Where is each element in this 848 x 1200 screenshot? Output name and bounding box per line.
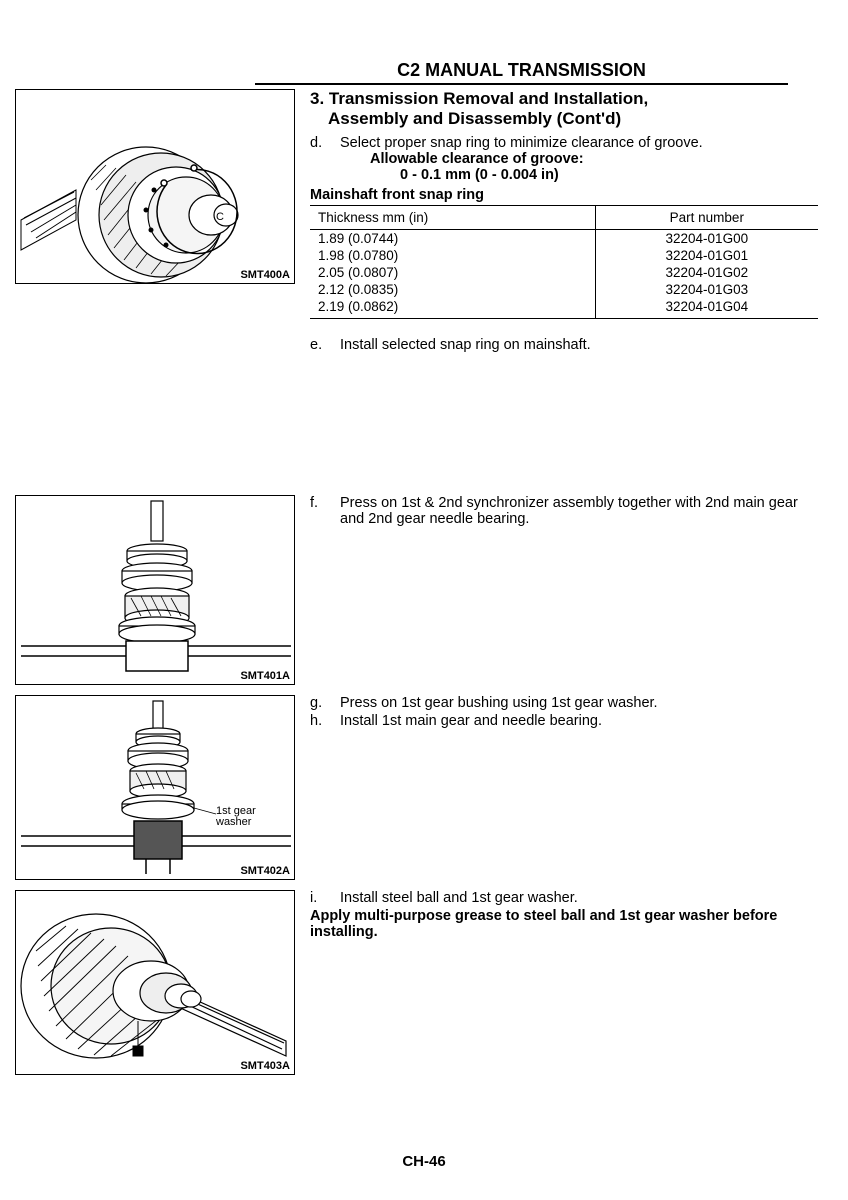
figure-smt402a: 1st gear washer SMT402A [15, 695, 295, 880]
step-h: h. Install 1st main gear and needle bear… [310, 713, 818, 729]
table-row: 1.89 (0.0744)32204-01G00 [310, 230, 818, 248]
table-row: 2.12 (0.0835)32204-01G03 [310, 281, 818, 298]
figure-code: SMT403A [240, 1060, 290, 1072]
washer-label: 1st gear washer [216, 806, 266, 828]
cell-thickness: 1.98 (0.0780) [310, 247, 595, 264]
step-d: d. Select proper snap ring to minimize c… [310, 135, 818, 183]
content-block-1: 3. Transmission Removal and Installation… [310, 89, 818, 355]
section-title: 3. Transmission Removal and Installation… [310, 89, 818, 129]
table-row: 2.19 (0.0862)32204-01G04 [310, 298, 818, 319]
table-title: Mainshaft front snap ring [310, 187, 818, 203]
cell-thickness: 2.05 (0.0807) [310, 264, 595, 281]
cell-thickness: 1.89 (0.0744) [310, 230, 595, 248]
step-i-note: Apply multi-purpose grease to steel ball… [310, 908, 818, 940]
page-footer: CH-46 [0, 1153, 848, 1170]
snap-ring-table: Thickness mm (in) Part number 1.89 (0.07… [310, 205, 818, 319]
figure-code: SMT400A [240, 269, 290, 281]
row-4: SMT403A i. Install steel ball and 1st ge… [15, 890, 818, 1075]
svg-text:C: C [216, 211, 224, 223]
cell-part: 32204-01G00 [595, 230, 818, 248]
cell-part: 32204-01G01 [595, 247, 818, 264]
page-header: C2 MANUAL TRANSMISSION [255, 60, 788, 85]
figure-smt400a: C SMT400A [15, 89, 295, 284]
step-i: i. Install steel ball and 1st gear washe… [310, 890, 818, 906]
table-row: 2.05 (0.0807)32204-01G02 [310, 264, 818, 281]
cell-part: 32204-01G02 [595, 264, 818, 281]
step-e: e. Install selected snap ring on mainsha… [310, 337, 818, 353]
figure-code: SMT401A [240, 670, 290, 682]
content-block-3: g. Press on 1st gear bushing using 1st g… [310, 695, 818, 880]
row-3: 1st gear washer SMT402A g. Press on 1st … [15, 695, 818, 880]
step-g: g. Press on 1st gear bushing using 1st g… [310, 695, 818, 711]
cell-thickness: 2.12 (0.0835) [310, 281, 595, 298]
step-f: f. Press on 1st & 2nd synchronizer assem… [310, 495, 818, 527]
content-block-2: f. Press on 1st & 2nd synchronizer assem… [310, 495, 818, 685]
cell-part: 32204-01G03 [595, 281, 818, 298]
cell-part: 32204-01G04 [595, 298, 818, 319]
cell-thickness: 2.19 (0.0862) [310, 298, 595, 319]
figure-smt403a: SMT403A [15, 890, 295, 1075]
table-row: 1.98 (0.0780)32204-01G01 [310, 247, 818, 264]
figure-smt401a: SMT401A [15, 495, 295, 685]
content-block-4: i. Install steel ball and 1st gear washe… [310, 890, 818, 1075]
row-1: C SMT400A 3. Transmission Removal and In… [15, 89, 818, 355]
table-header-thickness: Thickness mm (in) [310, 206, 595, 230]
row-2: SMT401A f. Press on 1st & 2nd synchroniz… [15, 495, 818, 685]
figure-code: SMT402A [240, 865, 290, 877]
table-header-part: Part number [595, 206, 818, 230]
